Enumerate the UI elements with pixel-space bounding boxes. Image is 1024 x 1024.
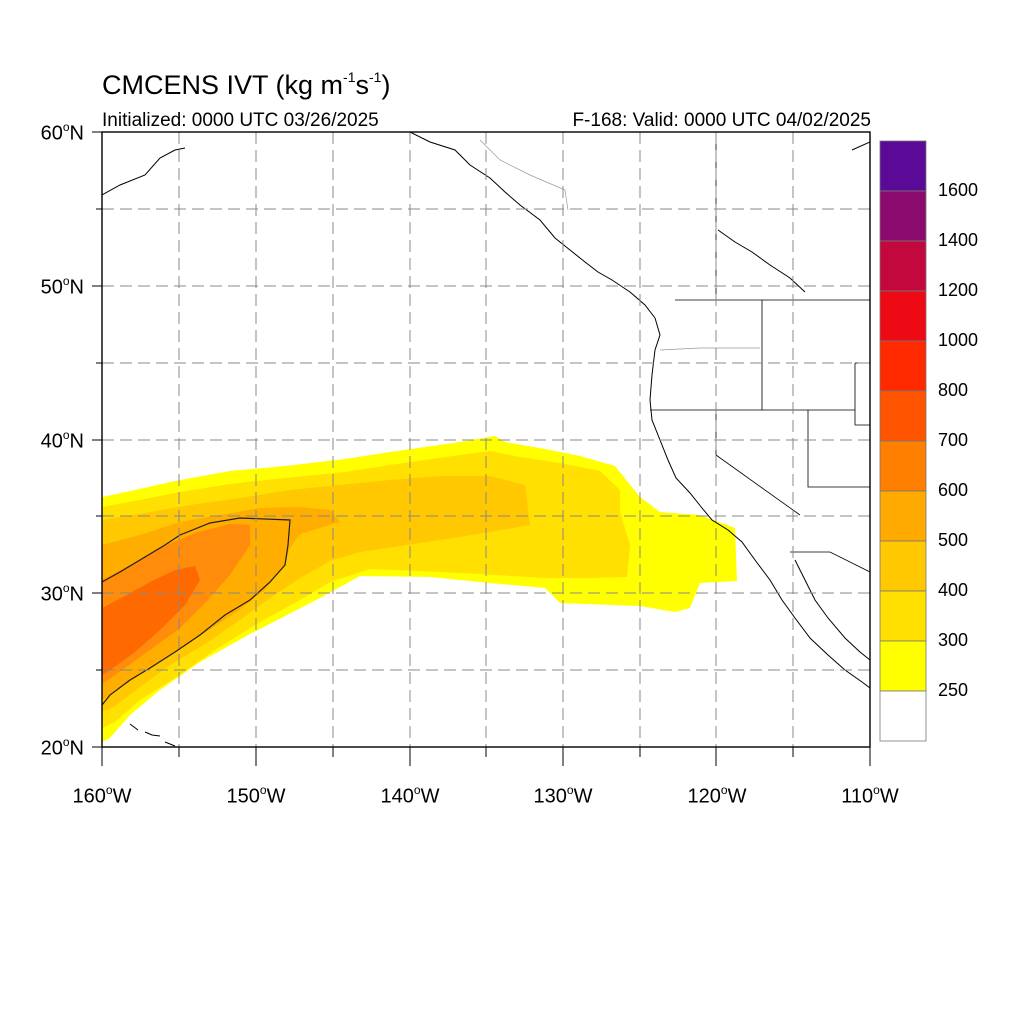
colorbar-swatch [879, 340, 927, 392]
cb-label-1200: 1200 [938, 280, 979, 300]
colorbar-swatch [879, 440, 927, 492]
country-borders [650, 132, 870, 573]
graticule [102, 132, 870, 747]
colorbar-swatch [879, 540, 927, 592]
lon-label-160w: 160oW [72, 783, 132, 808]
lon-label-140w: 140oW [380, 783, 440, 808]
cb-label-1400: 1400 [938, 230, 979, 250]
cb-label-1600: 1600 [938, 180, 979, 200]
cb-label-600: 600 [938, 480, 969, 500]
colorbar-swatch [879, 190, 927, 242]
cb-label-1000: 1000 [938, 330, 979, 350]
colorbar [879, 140, 927, 742]
lat-label-60n: 60oN [40, 120, 84, 145]
hawaii-islands [129, 723, 176, 747]
cb-label-800: 800 [938, 380, 969, 400]
cb-label-250: 250 [938, 680, 969, 700]
colorbar-swatch [879, 640, 927, 692]
ivt-contour-500 [102, 517, 291, 706]
lon-label-150w: 150oW [226, 783, 286, 808]
colorbar-swatch [879, 390, 927, 442]
map-title: CMCENS IVT (kg m-1s-1) [102, 69, 391, 100]
lat-label-20n: 20oN [40, 735, 84, 760]
coastline-gulf-california [794, 559, 870, 661]
lon-label-130w: 130oW [533, 783, 593, 808]
cb-label-700: 700 [938, 430, 969, 450]
cb-label-500: 500 [938, 530, 969, 550]
initialized-time: Initialized: 0000 UTC 03/26/2025 [102, 110, 379, 131]
coastline-east-alaska [717, 229, 806, 293]
colorbar-swatch [879, 490, 927, 542]
colorbar-swatch [879, 240, 927, 292]
lon-label-120w: 120oW [687, 783, 747, 808]
valid-time: F-168: Valid: 0000 UTC 04/02/2025 [572, 110, 871, 131]
colorbar-swatch [879, 690, 927, 742]
cb-label-400: 400 [938, 580, 969, 600]
lat-label-50n: 50oN [40, 274, 84, 299]
lat-label-30n: 30oN [40, 581, 84, 606]
lon-label-110w: 110oW [841, 783, 899, 808]
state-borders [479, 139, 760, 351]
colorbar-swatch [879, 290, 927, 342]
cb-label-300: 300 [938, 630, 969, 650]
coastline-west-coast [649, 317, 870, 689]
ivt-shading [102, 132, 870, 747]
axis-ticks [92, 131, 871, 766]
lat-label-40n: 40oN [40, 428, 84, 453]
colorbar-swatch [879, 140, 927, 192]
coastline-alaska [102, 132, 870, 319]
colorbar-swatch [879, 590, 927, 642]
